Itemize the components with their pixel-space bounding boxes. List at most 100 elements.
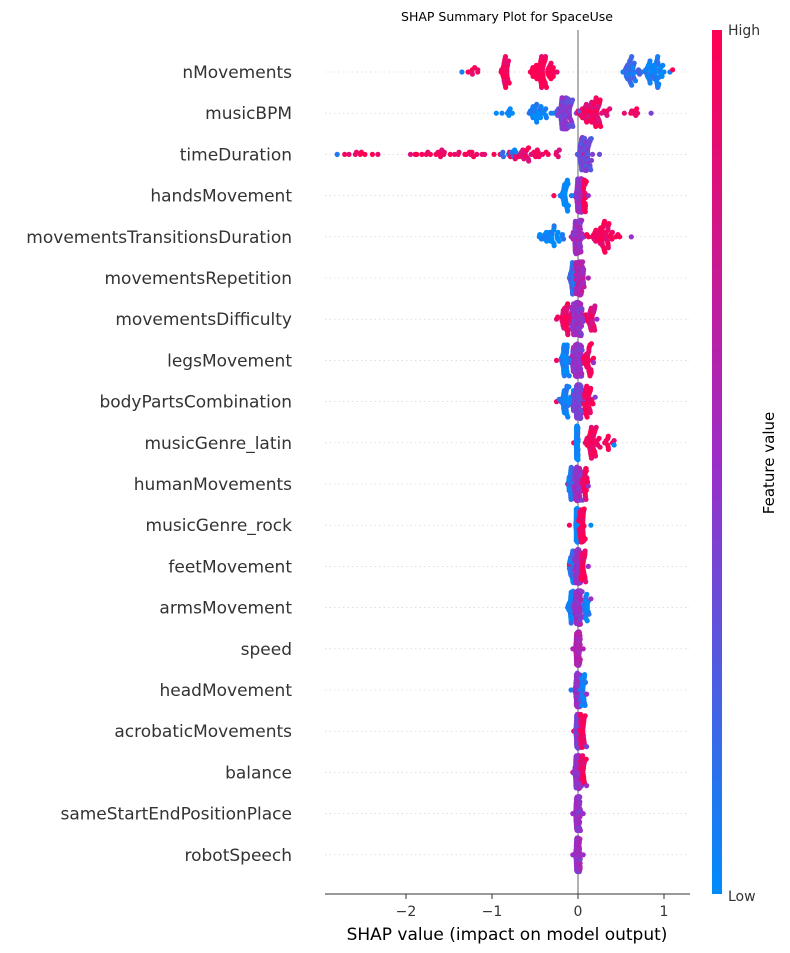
shap-point-musicGenre_latin bbox=[575, 457, 581, 463]
feature-label: musicGenre_rock bbox=[146, 516, 293, 536]
shap-point-handsMovement bbox=[565, 208, 571, 214]
x-tick-label: −2 bbox=[396, 904, 417, 920]
shap-point-movementsDifficulty bbox=[566, 304, 572, 310]
shap-point-musicGenre_latin bbox=[575, 447, 581, 453]
shap-point-timeDuration bbox=[588, 136, 594, 142]
shap-point-sameStartEndPositionPlace bbox=[577, 819, 583, 825]
feature-label: feetMovement bbox=[168, 557, 292, 577]
shap-point-nMovements bbox=[647, 80, 653, 86]
shap-point-musicGenre_rock bbox=[588, 522, 594, 528]
shap-point-movementsTransitionsDuration bbox=[605, 245, 611, 251]
shap-point-nMovements bbox=[661, 69, 667, 75]
shap-point-timeDuration bbox=[482, 151, 488, 157]
shap-point-timeDuration bbox=[419, 151, 425, 157]
shap-point-bodyPartsCombination bbox=[584, 414, 590, 420]
shap-point-timeDuration bbox=[414, 151, 420, 157]
shap-point-nMovements bbox=[502, 54, 509, 60]
shap-point-movementsDifficulty bbox=[579, 306, 585, 312]
shap-point-legsMovement bbox=[579, 347, 585, 353]
shap-point-movementsTransitionsDuration bbox=[602, 218, 608, 224]
shap-point-timeDuration bbox=[596, 151, 603, 157]
shap-point-musicGenre_latin bbox=[575, 439, 581, 445]
shap-point-musicBPM bbox=[565, 96, 571, 102]
feature-label: balance bbox=[225, 763, 292, 783]
shap-point-acrobaticMovements bbox=[582, 713, 588, 719]
shap-point-musicBPM bbox=[570, 123, 576, 129]
shap-point-feetMovement bbox=[585, 563, 591, 570]
shap-point-timeDuration bbox=[545, 151, 551, 157]
shap-point-musicBPM bbox=[597, 97, 603, 103]
feature-label: headMovement bbox=[160, 681, 293, 701]
shap-point-musicGenre_rock bbox=[581, 506, 587, 512]
shap-point-musicGenre_latin bbox=[592, 453, 599, 459]
shap-point-nMovements bbox=[542, 54, 549, 60]
shap-point-bodyPartsCombination bbox=[590, 401, 596, 407]
shap-point-musicGenre_latin bbox=[611, 438, 617, 444]
colorbar-title: Feature value bbox=[760, 412, 778, 514]
shap-point-musicBPM bbox=[604, 112, 610, 118]
shap-point-nMovements bbox=[548, 60, 554, 66]
shap-point-musicGenre_rock bbox=[581, 523, 587, 529]
shap-point-timeDuration bbox=[441, 149, 447, 155]
shap-point-armsMovement bbox=[584, 618, 590, 624]
shap-point-nMovements bbox=[506, 80, 512, 86]
shap-point-movementsRepetition bbox=[581, 266, 587, 272]
shap-point-timeDuration bbox=[535, 149, 541, 155]
shap-point-handsMovement bbox=[583, 179, 589, 185]
feature-label: timeDuration bbox=[180, 145, 292, 165]
shap-point-timeDuration bbox=[588, 167, 594, 173]
shap-point-nMovements bbox=[459, 69, 465, 75]
x-tick-label: 1 bbox=[660, 904, 669, 920]
shap-point-timeDuration bbox=[589, 151, 596, 157]
shap-point-movementsTransitionsDuration bbox=[617, 234, 623, 240]
shap-point-armsMovement bbox=[584, 591, 590, 598]
shap-point-armsMovement bbox=[577, 621, 584, 627]
shap-point-legsMovement bbox=[590, 355, 597, 361]
shap-point-speed bbox=[580, 646, 586, 652]
shap-point-timeDuration bbox=[526, 158, 532, 164]
shap-point-timeDuration bbox=[526, 145, 532, 151]
colorbar-low-label: Low bbox=[728, 889, 756, 905]
shap-point-musicBPM bbox=[593, 95, 599, 101]
shap-point-bodyPartsCombination bbox=[588, 385, 594, 391]
shap-point-humanMovements bbox=[584, 479, 591, 485]
shap-point-sameStartEndPositionPlace bbox=[577, 799, 583, 805]
shap-point-speed bbox=[577, 657, 583, 663]
shap-point-humanMovements bbox=[583, 487, 589, 493]
shap-point-movementsTransitionsDuration bbox=[537, 232, 543, 238]
shap-point-movementsTransitionsDuration bbox=[628, 234, 634, 240]
shap-dots bbox=[334, 54, 676, 875]
shap-point-handsMovement bbox=[582, 203, 589, 209]
shap-point-musicBPM bbox=[534, 119, 540, 125]
feature-label: legsMovement bbox=[167, 351, 292, 371]
shap-point-movementsDifficulty bbox=[566, 327, 572, 333]
shap-point-nMovements bbox=[631, 60, 637, 66]
feature-label: nMovements bbox=[182, 63, 292, 83]
shap-point-nMovements bbox=[639, 69, 645, 75]
shap-point-acrobaticMovements bbox=[584, 744, 590, 750]
shap-point-movementsDifficulty bbox=[579, 323, 585, 329]
shap-point-handsMovement bbox=[585, 193, 591, 199]
shap-point-nMovements bbox=[505, 58, 512, 64]
shap-point-humanMovements bbox=[583, 496, 589, 502]
shap-point-movementsRepetition bbox=[581, 284, 587, 290]
shap-point-movementsTransitionsDuration bbox=[556, 238, 562, 244]
shap-point-musicGenre_latin bbox=[596, 435, 602, 441]
shap-point-headMovement bbox=[568, 687, 574, 693]
feature-labels: nMovements musicBPM timeDuration handsMovem… bbox=[26, 63, 292, 866]
shap-point-robotSpeech bbox=[577, 860, 583, 866]
shap-point-movementsTransitionsDuration bbox=[560, 236, 567, 242]
shap-point-movementsTransitionsDuration bbox=[579, 217, 585, 223]
shap-point-musicBPM bbox=[598, 123, 604, 129]
shap-point-movementsDifficulty bbox=[578, 301, 584, 307]
shap-point-musicGenre_latin bbox=[611, 442, 617, 448]
shap-point-nMovements bbox=[670, 67, 676, 73]
shap-point-musicGenre_latin bbox=[597, 444, 603, 450]
shap-point-movementsDifficulty bbox=[592, 327, 598, 333]
shap-point-bodyPartsCombination bbox=[578, 383, 584, 389]
shap-point-movementsTransitionsDuration bbox=[551, 243, 557, 249]
shap-point-timeDuration bbox=[556, 147, 562, 153]
x-axis-label: SHAP value (impact on model output) bbox=[347, 925, 668, 945]
colorbar-high-label: High bbox=[728, 23, 760, 39]
